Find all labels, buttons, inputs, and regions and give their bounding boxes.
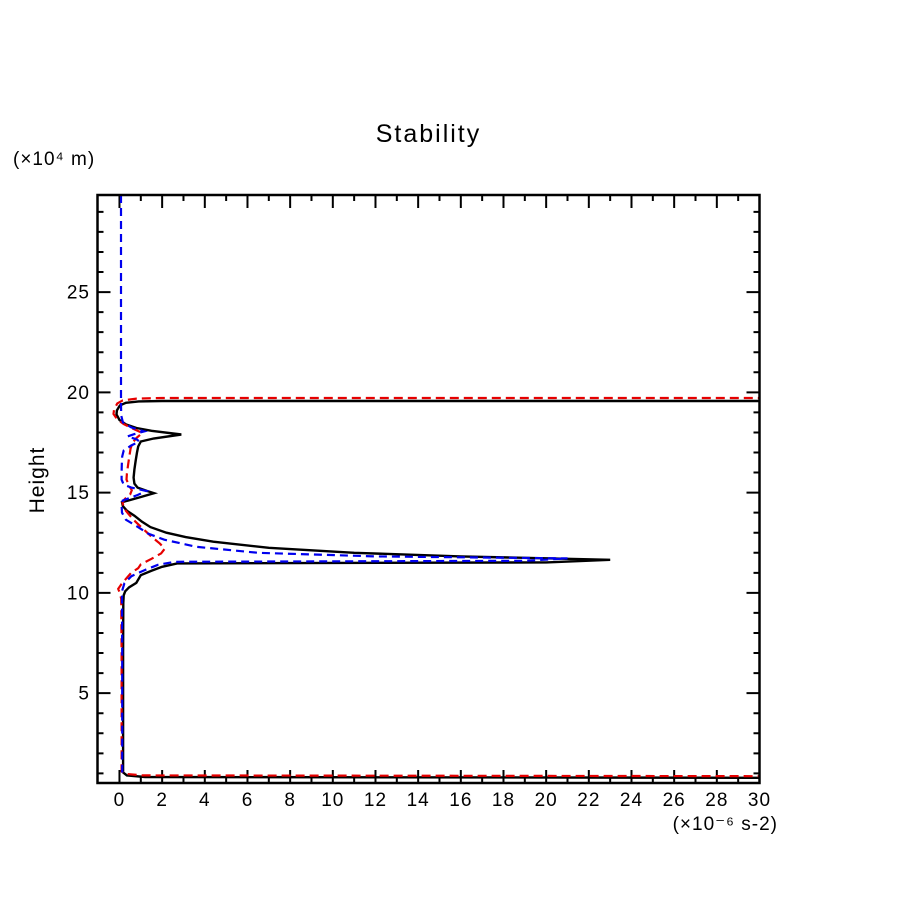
x-tick-label: 4 <box>199 790 211 811</box>
x-tick-label: 10 <box>321 790 344 811</box>
x-tick-label: 30 <box>748 790 771 811</box>
plot-frame <box>96 193 761 785</box>
x-tick-label: 2 <box>156 790 168 811</box>
x-tick-label: 6 <box>242 790 254 811</box>
y-axis-unit-label: (×10⁴ m) <box>13 149 96 170</box>
y-tick-label: 20 <box>67 383 90 404</box>
axis-tick-marks <box>97 195 761 783</box>
x-tick-label: 0 <box>114 790 126 811</box>
y-tick-label: 5 <box>78 684 90 705</box>
x-tick-label: 12 <box>364 790 387 811</box>
y-tick-label: 10 <box>67 583 90 604</box>
x-tick-label: 16 <box>449 790 472 811</box>
x-tick-label: 22 <box>577 790 600 811</box>
y-axis-title: Height <box>26 446 49 514</box>
series-red-dashed-line <box>112 396 760 778</box>
y-tick-label: 25 <box>67 283 90 304</box>
x-tick-label: 18 <box>492 790 515 811</box>
x-axis-unit-label: (×10⁻⁶ s-2) <box>672 814 778 835</box>
x-tick-label: 8 <box>284 790 296 811</box>
x-tick-label: 26 <box>663 790 686 811</box>
x-tick-label: 28 <box>705 790 728 811</box>
x-tick-label: 24 <box>620 790 643 811</box>
series-blue-dashed-line <box>119 195 568 777</box>
series-black-solid-line <box>115 399 760 779</box>
y-tick-label: 15 <box>67 483 90 504</box>
x-tick-label: 14 <box>407 790 430 811</box>
x-tick-label: 20 <box>535 790 558 811</box>
chart-title: Stability <box>375 120 482 148</box>
